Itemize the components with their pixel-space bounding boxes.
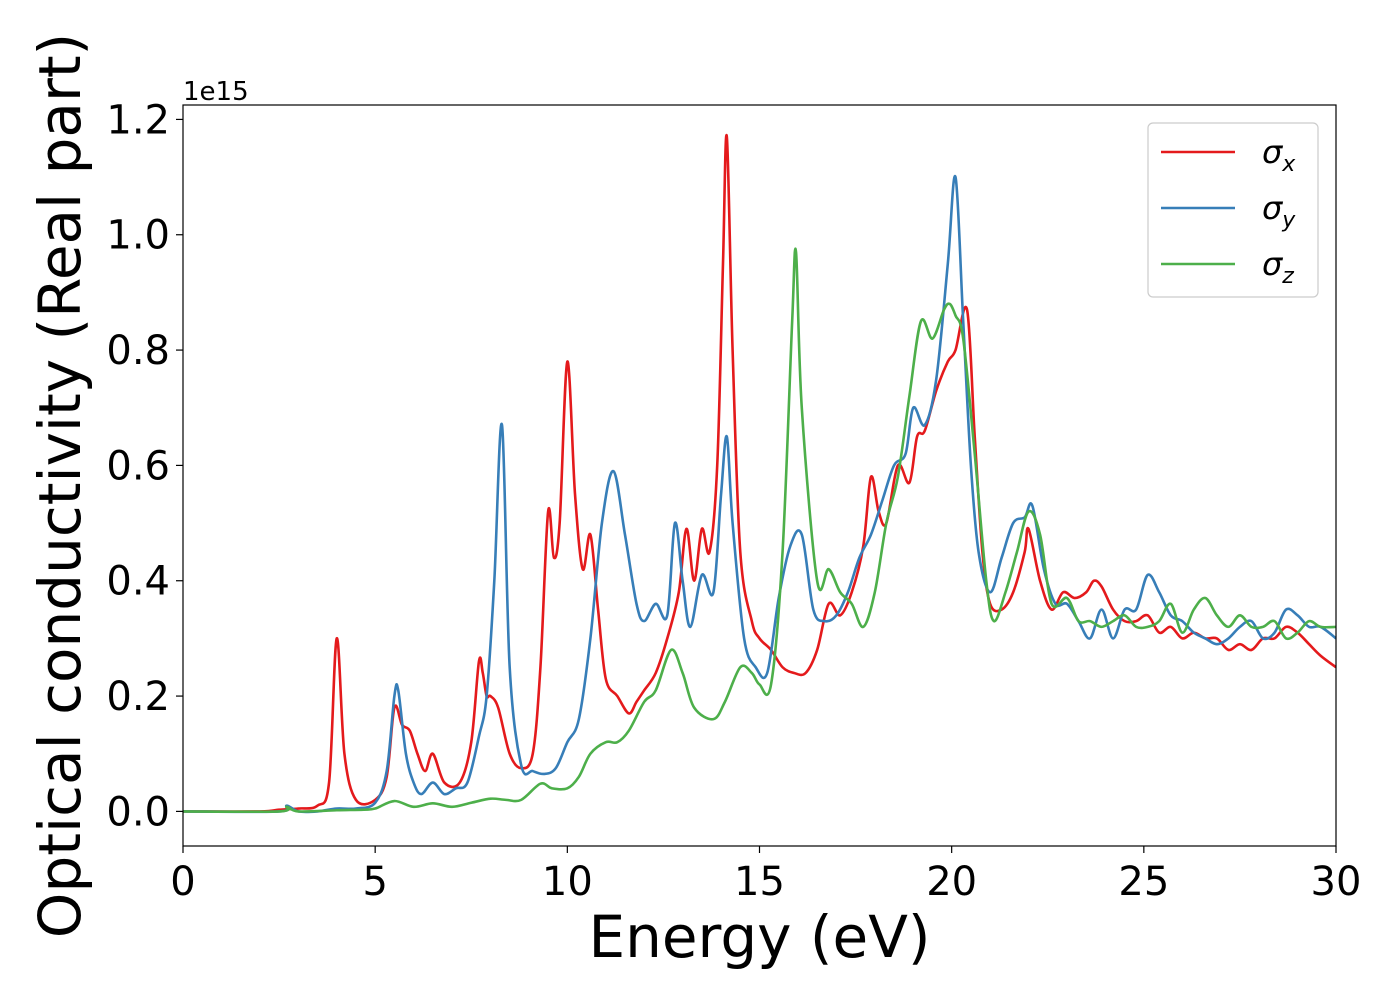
- y-axis-label: Optical conductivity (Real part): [26, 33, 94, 938]
- y-tick-label: 0.6: [106, 443, 170, 489]
- series-line-x: [183, 133, 1336, 813]
- x-tick-label: 15: [734, 859, 785, 905]
- x-tick-label: 30: [1311, 859, 1362, 905]
- plot-frame: [182, 104, 1337, 847]
- y-tick-label: 0.0: [106, 789, 170, 835]
- y-tick-label: 0.4: [106, 559, 170, 605]
- y-tick-label: 1.2: [106, 97, 170, 143]
- y-tick-label: 0.8: [106, 328, 170, 374]
- legend-label-y: σy: [1262, 189, 1296, 233]
- y-tick-label: 1.0: [106, 213, 170, 259]
- x-tick-label: 25: [1118, 859, 1169, 905]
- legend-label-z: σz: [1262, 245, 1294, 289]
- x-tick-label: 0: [170, 859, 195, 905]
- legend-box: [1147, 122, 1319, 298]
- y-tick-label: 0.2: [106, 674, 170, 720]
- y-offset-label: 1e15: [183, 77, 249, 107]
- series-layer: [183, 133, 1336, 814]
- tick-layer: 0 5 10 15 20 25 30 0.0 0.2 0.4 0.6 0.8 1.0 1.2: [106, 97, 1361, 905]
- x-tick-label: 5: [362, 859, 387, 905]
- legend: σx σy σz: [1147, 122, 1319, 298]
- legend-label-x: σx: [1262, 133, 1296, 177]
- x-axis-label: Energy (eV): [588, 903, 930, 971]
- series-line-z: [183, 247, 1336, 814]
- x-tick-label: 20: [926, 859, 977, 905]
- x-tick-label: 10: [542, 859, 593, 905]
